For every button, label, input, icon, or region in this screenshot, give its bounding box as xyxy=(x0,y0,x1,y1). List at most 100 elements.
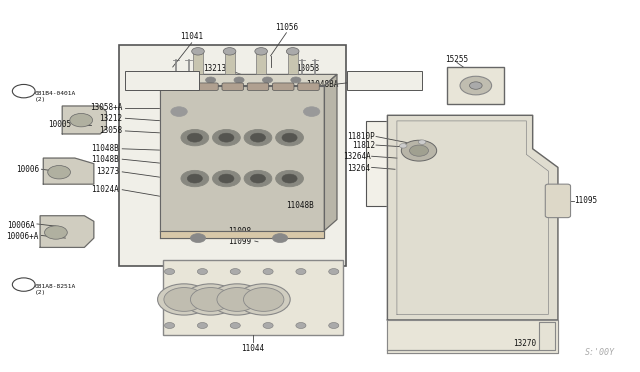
Text: 10006A: 10006A xyxy=(7,221,35,230)
Polygon shape xyxy=(387,115,558,320)
Polygon shape xyxy=(40,216,94,247)
Text: 11024A: 11024A xyxy=(92,185,119,194)
Text: 11810P: 11810P xyxy=(347,132,375,141)
FancyBboxPatch shape xyxy=(119,45,346,266)
Circle shape xyxy=(188,174,202,183)
FancyBboxPatch shape xyxy=(172,83,193,90)
Text: 13264A: 13264A xyxy=(342,153,371,161)
Circle shape xyxy=(244,129,272,146)
Circle shape xyxy=(263,269,273,275)
Text: 13273: 13273 xyxy=(96,167,119,176)
Polygon shape xyxy=(160,74,337,86)
Circle shape xyxy=(164,269,175,275)
Polygon shape xyxy=(387,320,558,353)
Text: 13058: 13058 xyxy=(99,126,122,135)
Text: 13058+A: 13058+A xyxy=(90,103,122,112)
FancyBboxPatch shape xyxy=(193,52,203,74)
Circle shape xyxy=(197,323,207,328)
Circle shape xyxy=(181,129,209,146)
Circle shape xyxy=(329,323,339,328)
Text: 081A8-8251A
(2): 081A8-8251A (2) xyxy=(35,284,76,295)
Circle shape xyxy=(188,133,202,142)
Text: 00933-12890
PLUG(2): 00933-12890 PLUG(2) xyxy=(364,74,405,86)
Circle shape xyxy=(282,174,297,183)
FancyBboxPatch shape xyxy=(256,52,266,74)
Circle shape xyxy=(177,77,188,83)
Text: 081B4-0401A
(2): 081B4-0401A (2) xyxy=(35,91,76,102)
FancyBboxPatch shape xyxy=(545,184,570,218)
FancyBboxPatch shape xyxy=(163,260,343,335)
Text: 13213: 13213 xyxy=(204,64,227,73)
Text: 15255: 15255 xyxy=(445,55,468,64)
Circle shape xyxy=(329,269,339,275)
Text: 11048B: 11048B xyxy=(92,155,119,164)
Circle shape xyxy=(286,48,299,55)
Circle shape xyxy=(419,140,426,144)
Circle shape xyxy=(217,288,257,311)
Circle shape xyxy=(273,234,287,243)
Circle shape xyxy=(296,323,306,328)
Text: 11098: 11098 xyxy=(228,227,252,236)
Text: 11048B: 11048B xyxy=(286,201,314,210)
Circle shape xyxy=(250,133,266,142)
Circle shape xyxy=(197,269,207,275)
Text: 10006+A: 10006+A xyxy=(6,232,39,241)
Circle shape xyxy=(157,284,211,315)
Text: 11056: 11056 xyxy=(275,23,298,32)
Circle shape xyxy=(48,166,70,179)
Text: 11095: 11095 xyxy=(573,196,597,205)
FancyBboxPatch shape xyxy=(125,71,199,90)
Circle shape xyxy=(230,269,240,275)
Circle shape xyxy=(244,170,272,187)
Text: 13058: 13058 xyxy=(296,64,319,73)
Circle shape xyxy=(219,133,234,142)
Polygon shape xyxy=(387,322,555,350)
Circle shape xyxy=(211,284,264,315)
Text: 00931-20800
PLUG(2): 00931-20800 PLUG(2) xyxy=(141,74,182,86)
Circle shape xyxy=(262,77,273,83)
Circle shape xyxy=(12,278,35,291)
Circle shape xyxy=(212,129,240,146)
Polygon shape xyxy=(160,231,324,238)
Text: 13212: 13212 xyxy=(99,114,122,123)
Circle shape xyxy=(205,77,216,83)
FancyBboxPatch shape xyxy=(298,83,319,90)
Text: 11044: 11044 xyxy=(241,344,264,353)
Circle shape xyxy=(470,82,482,89)
Polygon shape xyxy=(324,74,337,231)
FancyBboxPatch shape xyxy=(447,67,504,104)
Circle shape xyxy=(219,174,234,183)
Polygon shape xyxy=(62,106,106,134)
FancyBboxPatch shape xyxy=(247,83,269,90)
Text: 11041: 11041 xyxy=(180,32,204,41)
FancyBboxPatch shape xyxy=(287,52,298,74)
FancyBboxPatch shape xyxy=(225,52,235,74)
Circle shape xyxy=(276,129,303,146)
Text: 11048B: 11048B xyxy=(92,144,119,153)
Circle shape xyxy=(230,323,240,328)
Circle shape xyxy=(243,288,284,311)
Circle shape xyxy=(410,145,428,156)
Circle shape xyxy=(212,170,240,187)
Polygon shape xyxy=(44,158,94,184)
Circle shape xyxy=(171,107,188,116)
Circle shape xyxy=(282,133,297,142)
Text: 11048BA: 11048BA xyxy=(307,80,339,89)
Text: 10006: 10006 xyxy=(16,165,39,174)
Circle shape xyxy=(263,323,273,328)
Circle shape xyxy=(164,323,175,328)
Circle shape xyxy=(255,48,268,55)
FancyBboxPatch shape xyxy=(347,71,422,90)
FancyBboxPatch shape xyxy=(222,83,243,90)
Circle shape xyxy=(250,174,266,183)
Circle shape xyxy=(191,288,231,311)
Circle shape xyxy=(70,113,93,127)
Circle shape xyxy=(234,77,244,83)
Circle shape xyxy=(184,284,237,315)
Circle shape xyxy=(191,234,205,243)
Text: S:'00Y: S:'00Y xyxy=(585,348,615,357)
Circle shape xyxy=(181,170,209,187)
Circle shape xyxy=(401,140,436,161)
Circle shape xyxy=(192,48,204,55)
Circle shape xyxy=(399,144,407,148)
